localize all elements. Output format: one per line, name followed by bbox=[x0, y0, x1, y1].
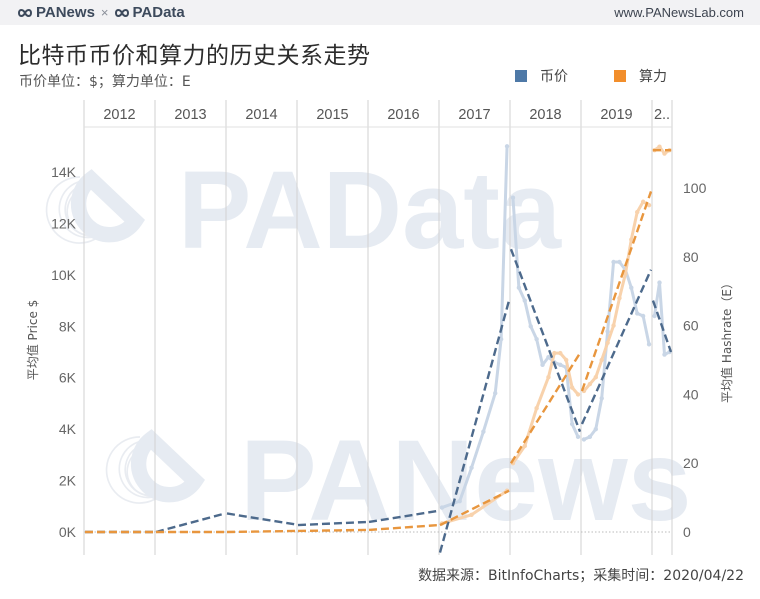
watermark-logo-icon bbox=[105, 429, 206, 504]
data-source-note: 数据来源：BitInfoCharts；采集时间：2020/04/22 bbox=[418, 568, 744, 584]
legend-swatch-hashrate bbox=[614, 70, 626, 82]
hashrate-monthly-line bbox=[582, 200, 650, 392]
legend: 币价 算力 bbox=[515, 66, 667, 86]
y-right-tick: 20 bbox=[683, 455, 699, 471]
year-headers: 2012 2013 2014 2015 2016 2017 2018 2019 2.. bbox=[103, 107, 670, 123]
legend-label-hashrate: 算力 bbox=[639, 69, 667, 85]
chart-series bbox=[85, 144, 673, 553]
hashrate-trend-line bbox=[580, 191, 653, 392]
price-trend-line bbox=[438, 300, 511, 553]
panews-logo-icon bbox=[18, 8, 32, 17]
legend-swatch-price bbox=[515, 70, 527, 82]
y-right-axis-title: 平均值 Hashrate（E） bbox=[719, 277, 734, 403]
y-left-tick: 14K bbox=[51, 164, 77, 180]
y-left-tick: 10K bbox=[51, 267, 77, 283]
hashrate-monthly-line bbox=[511, 351, 580, 465]
year-header: 2013 bbox=[174, 107, 206, 123]
price-trend-line bbox=[155, 512, 226, 534]
site-url: www.PANewsLab.com bbox=[614, 5, 744, 20]
year-header: 2017 bbox=[458, 107, 490, 123]
price-monthly-line bbox=[511, 197, 580, 438]
legend-item-price: 币价 bbox=[515, 66, 568, 86]
brand-logos: PANews × PAData bbox=[18, 4, 185, 21]
price-monthly-line bbox=[583, 260, 651, 441]
y-left-tick: 0K bbox=[59, 524, 77, 540]
price-trend-line bbox=[509, 248, 582, 433]
price-trend-line bbox=[651, 300, 673, 353]
year-header: 2.. bbox=[654, 107, 670, 123]
watermark-padata: PAData bbox=[178, 149, 562, 272]
watermark-logo-icon bbox=[45, 169, 146, 244]
chart-title: 比特币币价和算力的历史关系走势 bbox=[18, 43, 371, 69]
price-trend-line bbox=[580, 269, 653, 425]
year-header: 2015 bbox=[316, 107, 348, 123]
y-left-tick: 8K bbox=[59, 318, 77, 334]
y-right-tick: 100 bbox=[683, 180, 707, 196]
hashrate-trend-line bbox=[439, 489, 510, 527]
brand-padata: PAData bbox=[132, 4, 185, 21]
y-left-tick: 4K bbox=[59, 421, 77, 437]
brand-panews: PANews bbox=[36, 4, 95, 21]
top-banner: PANews × PAData www.PANewsLab.com bbox=[0, 0, 760, 25]
year-header: 2019 bbox=[600, 107, 632, 123]
hashrate-trend-line bbox=[509, 352, 582, 464]
y-left-tick: 12K bbox=[51, 215, 77, 231]
padata-logo-icon bbox=[114, 8, 129, 17]
y-left-tick: 2K bbox=[59, 473, 77, 489]
year-header: 2012 bbox=[103, 107, 135, 123]
chart-subtitle: 币价单位：$；算力单位：E bbox=[19, 74, 191, 90]
price-monthly-line bbox=[653, 281, 671, 357]
brand-separator: × bbox=[100, 5, 109, 20]
y-left-tick: 6K bbox=[59, 370, 77, 386]
year-header: 2014 bbox=[245, 107, 277, 123]
legend-item-hashrate: 算力 bbox=[614, 66, 667, 86]
y-left-axis-title: 平均值 Price $ bbox=[25, 300, 40, 381]
price-monthly-line bbox=[441, 146, 509, 509]
year-header: 2016 bbox=[387, 107, 419, 123]
y-right-tick: 0 bbox=[683, 524, 691, 540]
y-right-tick: 40 bbox=[683, 386, 699, 402]
y-right-tick: 80 bbox=[683, 249, 699, 265]
y-right-tick: 60 bbox=[683, 318, 699, 334]
year-header: 2018 bbox=[529, 107, 561, 123]
legend-label-price: 币价 bbox=[540, 69, 568, 85]
y-axes: 0K 2K 4K 6K 8K 10K 12K 14K 0 20 40 60 80 100 bbox=[51, 164, 706, 540]
hashrate-monthly-line bbox=[653, 145, 671, 156]
